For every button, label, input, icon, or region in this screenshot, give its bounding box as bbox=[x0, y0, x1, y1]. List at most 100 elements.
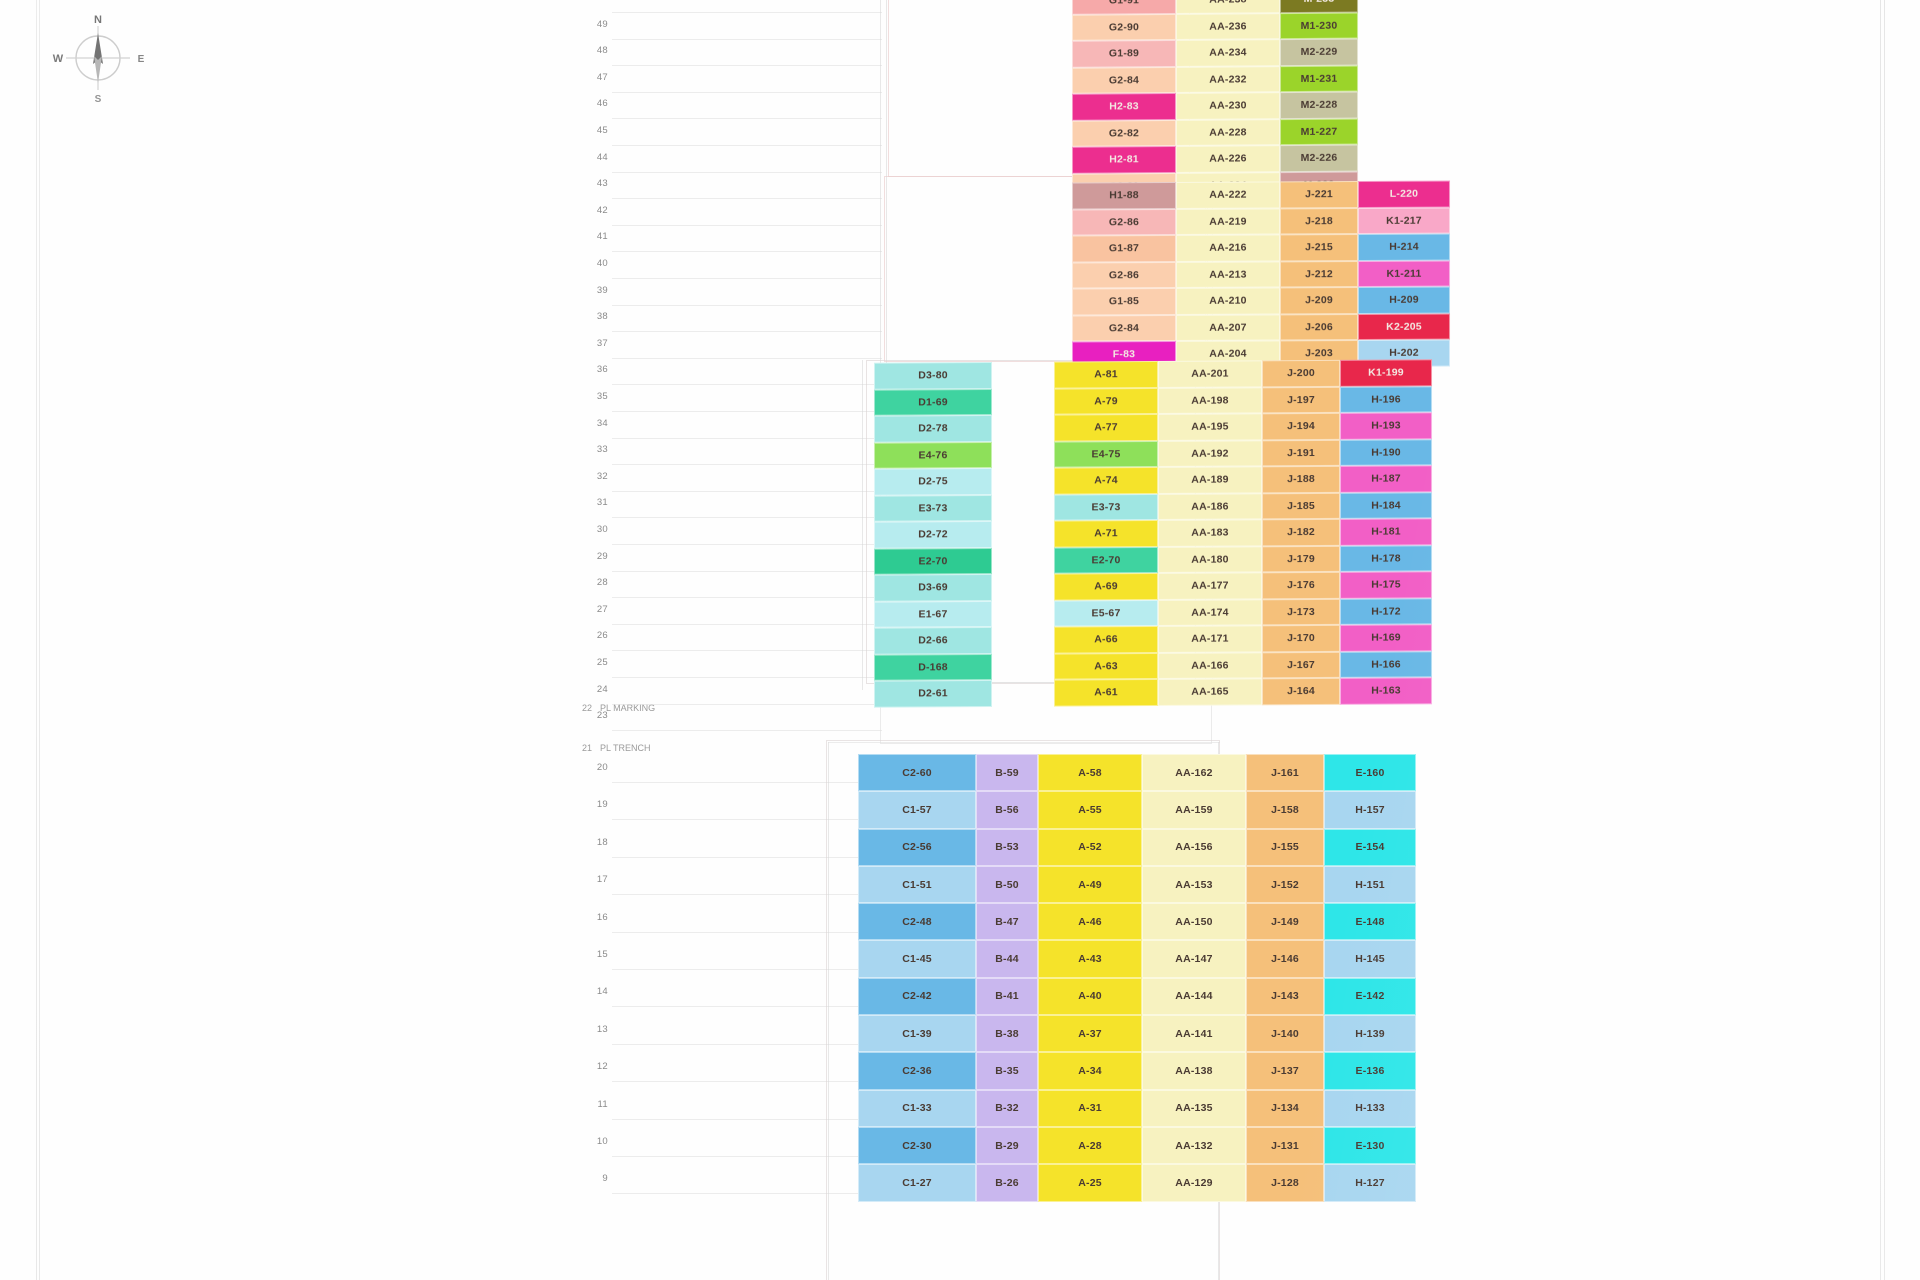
table-cell-x[interactable]: D-168 bbox=[874, 653, 992, 681]
table-cell-r[interactable]: E-148 bbox=[1324, 903, 1416, 941]
table-row[interactable]: C2-60 B-59 A-58 AA-162 J-161 E-160 bbox=[858, 754, 1416, 792]
table-row[interactable]: G2-86 AA-219 J-218 K1-217 bbox=[892, 207, 1450, 236]
table-cell-aa[interactable]: AA-238 bbox=[1176, 0, 1280, 14]
table-cell-a[interactable]: G1-89 bbox=[1072, 39, 1176, 68]
table-cell-r[interactable]: H-196 bbox=[1340, 385, 1432, 413]
table-row[interactable]: C1-39 B-38 A-37 AA-141 J-140 H-139 bbox=[858, 1015, 1416, 1053]
table-cell-j[interactable]: J-161 bbox=[1246, 754, 1324, 792]
table-cell-aa[interactable]: AA-159 bbox=[1142, 791, 1246, 829]
table-cell-x[interactable]: C1-27 bbox=[858, 1164, 976, 1202]
table-cell-aa[interactable]: AA-171 bbox=[1158, 625, 1262, 653]
table-cell-j[interactable]: J-185 bbox=[1262, 492, 1340, 520]
table-row[interactable]: C1-57 B-56 A-55 AA-159 J-158 H-157 bbox=[858, 791, 1416, 829]
table-cell-j[interactable]: J-209 bbox=[1280, 287, 1358, 314]
table-cell-x[interactable]: C2-60 bbox=[858, 754, 976, 792]
table-cell-r[interactable]: H-139 bbox=[1324, 1015, 1416, 1053]
table-cell-aa[interactable]: AA-135 bbox=[1142, 1089, 1246, 1127]
table-cell-j[interactable]: J-152 bbox=[1246, 865, 1324, 904]
table-cell-x[interactable]: C2-36 bbox=[858, 1052, 976, 1090]
table-cell-a[interactable]: A-34 bbox=[1038, 1052, 1142, 1090]
table-cell-a[interactable]: A-74 bbox=[1054, 466, 1158, 495]
table-cell-x[interactable]: E3-73 bbox=[874, 494, 992, 522]
table-cell-j[interactable]: M2-228 bbox=[1280, 91, 1358, 119]
table-cell-j[interactable]: J-158 bbox=[1246, 791, 1324, 829]
table-row[interactable]: C2-42 B-41 A-40 AA-144 J-143 E-142 bbox=[858, 977, 1416, 1016]
table-cell-b[interactable]: B-53 bbox=[976, 828, 1038, 866]
table-cell-b[interactable]: B-50 bbox=[976, 865, 1038, 904]
table-cell-x[interactable]: C2-30 bbox=[858, 1126, 976, 1165]
table-row[interactable]: D-168 A-63 AA-166 J-167 H-166 bbox=[874, 650, 1432, 681]
table-cell-x[interactable]: D2-78 bbox=[874, 414, 992, 443]
table-cell-r[interactable]: H-127 bbox=[1324, 1164, 1416, 1202]
table-cell-a[interactable]: E3-73 bbox=[1054, 493, 1158, 521]
table-cell-aa[interactable]: AA-198 bbox=[1158, 386, 1262, 414]
table-row[interactable]: H1-88 AA-222 J-221 L-220 bbox=[892, 180, 1450, 210]
table-cell-j[interactable]: M1-230 bbox=[1280, 12, 1358, 40]
table-cell-a[interactable]: A-40 bbox=[1038, 977, 1142, 1016]
table-cell-r[interactable]: E-160 bbox=[1324, 754, 1416, 792]
table-cell-j[interactable]: J-215 bbox=[1280, 234, 1358, 261]
table-cell-r[interactable]: H-157 bbox=[1324, 791, 1416, 829]
table-cell-a[interactable]: A-79 bbox=[1054, 387, 1158, 415]
table-row[interactable]: C1-27 B-26 A-25 AA-129 J-128 H-127 bbox=[858, 1164, 1416, 1202]
table-cell-a[interactable]: A-28 bbox=[1038, 1126, 1142, 1165]
table-cell-aa[interactable]: AA-132 bbox=[1142, 1126, 1246, 1165]
table-cell-a[interactable]: A-52 bbox=[1038, 828, 1142, 866]
table-cell-x[interactable]: D2-75 bbox=[874, 467, 992, 496]
table-cell-r[interactable]: E-142 bbox=[1324, 977, 1416, 1016]
table-cell-x[interactable]: D3-69 bbox=[874, 573, 992, 602]
table-cell-r[interactable]: H-187 bbox=[1340, 465, 1432, 493]
table-cell-a[interactable]: A-63 bbox=[1054, 652, 1158, 680]
table-cell-b[interactable]: B-41 bbox=[976, 977, 1038, 1016]
table-cell-r[interactable]: H-169 bbox=[1340, 624, 1432, 652]
table-cell-a[interactable]: G2-86 bbox=[1072, 208, 1176, 236]
table-cell-x[interactable]: C1-45 bbox=[858, 940, 976, 978]
table-cell-j[interactable]: J-140 bbox=[1246, 1015, 1324, 1053]
table-cell-j[interactable]: J-179 bbox=[1262, 545, 1340, 573]
table-cell-a[interactable]: A-69 bbox=[1054, 572, 1158, 601]
table-row[interactable]: G2-86 AA-213 J-212 K1-211 bbox=[892, 260, 1450, 289]
table-cell-a[interactable]: E2-70 bbox=[1054, 546, 1158, 574]
table-cell-a[interactable]: G2-90 bbox=[1072, 13, 1176, 41]
table-cell-b[interactable]: B-56 bbox=[976, 791, 1038, 829]
table-row[interactable]: C1-33 B-32 A-31 AA-135 J-134 H-133 bbox=[858, 1089, 1416, 1127]
table-cell-x[interactable]: D2-66 bbox=[874, 626, 992, 655]
table-cell-r[interactable]: L-220 bbox=[1358, 180, 1450, 208]
table-cell-j[interactable]: J-191 bbox=[1262, 439, 1340, 467]
table-cell-aa[interactable]: AA-153 bbox=[1142, 865, 1246, 904]
table-cell-j[interactable]: M1-231 bbox=[1280, 65, 1358, 93]
table-row[interactable]: G1-85 AA-210 J-209 H-209 bbox=[892, 286, 1450, 316]
table-cell-a[interactable]: A-61 bbox=[1054, 678, 1158, 707]
table-cell-aa[interactable]: AA-141 bbox=[1142, 1015, 1246, 1053]
table-cell-aa[interactable]: AA-150 bbox=[1142, 903, 1246, 941]
table-cell-j[interactable]: J-173 bbox=[1262, 598, 1340, 626]
table-cell-a[interactable]: E5-67 bbox=[1054, 599, 1158, 627]
table-cell-a[interactable]: G2-86 bbox=[1072, 261, 1176, 289]
table-cell-j[interactable]: J-143 bbox=[1246, 977, 1324, 1016]
table-cell-r[interactable]: K1-199 bbox=[1340, 359, 1432, 387]
table-row[interactable]: D2-75 A-74 AA-189 J-188 H-187 bbox=[874, 465, 1432, 496]
table-cell-j[interactable]: J-188 bbox=[1262, 465, 1340, 493]
table-cell-x[interactable]: D1-69 bbox=[874, 388, 992, 416]
table-cell-aa[interactable]: AA-144 bbox=[1142, 977, 1246, 1016]
table-row[interactable]: G1-87 AA-216 J-215 H-214 bbox=[892, 233, 1450, 263]
table-cell-j[interactable]: J-197 bbox=[1262, 386, 1340, 414]
table-cell-b[interactable]: B-32 bbox=[976, 1089, 1038, 1127]
table-cell-x[interactable]: C1-57 bbox=[858, 791, 976, 829]
table-cell-r[interactable]: H-151 bbox=[1324, 865, 1416, 904]
table-cell-aa[interactable]: AA-177 bbox=[1158, 572, 1262, 600]
table-cell-a[interactable]: A-55 bbox=[1038, 791, 1142, 829]
table-cell-r[interactable]: H-163 bbox=[1340, 677, 1432, 705]
table-cell-j[interactable]: J-200 bbox=[1262, 359, 1340, 387]
table-cell-aa[interactable]: AA-213 bbox=[1176, 260, 1280, 288]
table-cell-r[interactable]: K2-205 bbox=[1358, 313, 1450, 341]
table-cell-b[interactable]: B-44 bbox=[976, 940, 1038, 978]
table-cell-r[interactable]: H-175 bbox=[1340, 571, 1432, 599]
table-cell-j[interactable]: J-167 bbox=[1262, 651, 1340, 679]
table-cell-j[interactable]: J-212 bbox=[1280, 260, 1358, 288]
table-cell-j[interactable]: J-131 bbox=[1246, 1126, 1324, 1165]
table-cell-aa[interactable]: AA-232 bbox=[1176, 65, 1280, 93]
table-cell-a[interactable]: G2-82 bbox=[1072, 119, 1176, 147]
table-row[interactable]: C2-48 B-47 A-46 AA-150 J-149 E-148 bbox=[858, 903, 1416, 941]
table-cell-aa[interactable]: AA-147 bbox=[1142, 940, 1246, 978]
